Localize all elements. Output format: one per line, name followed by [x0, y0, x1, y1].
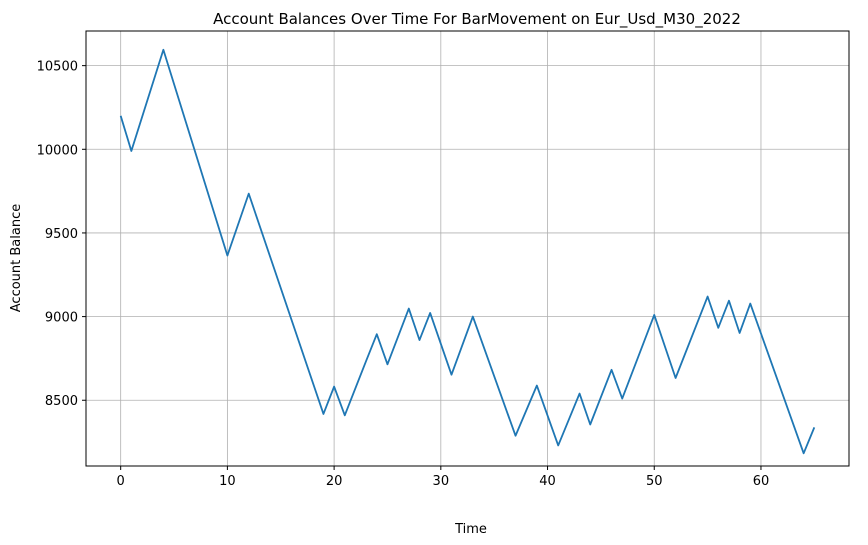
plot-frame: [85, 30, 850, 467]
y-tick-label: 10500: [37, 60, 78, 75]
y-tick-label: 8500: [45, 394, 78, 409]
x-tick-label: 0: [117, 474, 125, 489]
x-tick-label: 10: [219, 474, 236, 489]
x-tick-label: 50: [646, 474, 663, 489]
x-tick-label: 60: [753, 474, 770, 489]
chart-title: Account Balances Over Time For BarMoveme…: [213, 10, 741, 29]
y-axis-label: Account Balance: [9, 204, 24, 312]
y-tick-label: 9500: [45, 227, 78, 242]
x-tick-label: 30: [433, 474, 450, 489]
series-line: [119, 48, 816, 455]
y-tick-label: 9000: [45, 311, 78, 326]
x-tick-label: 40: [539, 474, 556, 489]
series-layer: [119, 48, 816, 455]
x-tick-label: 20: [326, 474, 343, 489]
x-axis-ticks: 0 10 20 30 40 50 60: [117, 466, 770, 489]
x-axis-label: Time: [454, 522, 487, 537]
y-axis-ticks: 8500 9000 9500 10000 10500: [37, 60, 86, 409]
grid-lines: [86, 31, 849, 466]
y-tick-label: 10000: [37, 143, 78, 158]
